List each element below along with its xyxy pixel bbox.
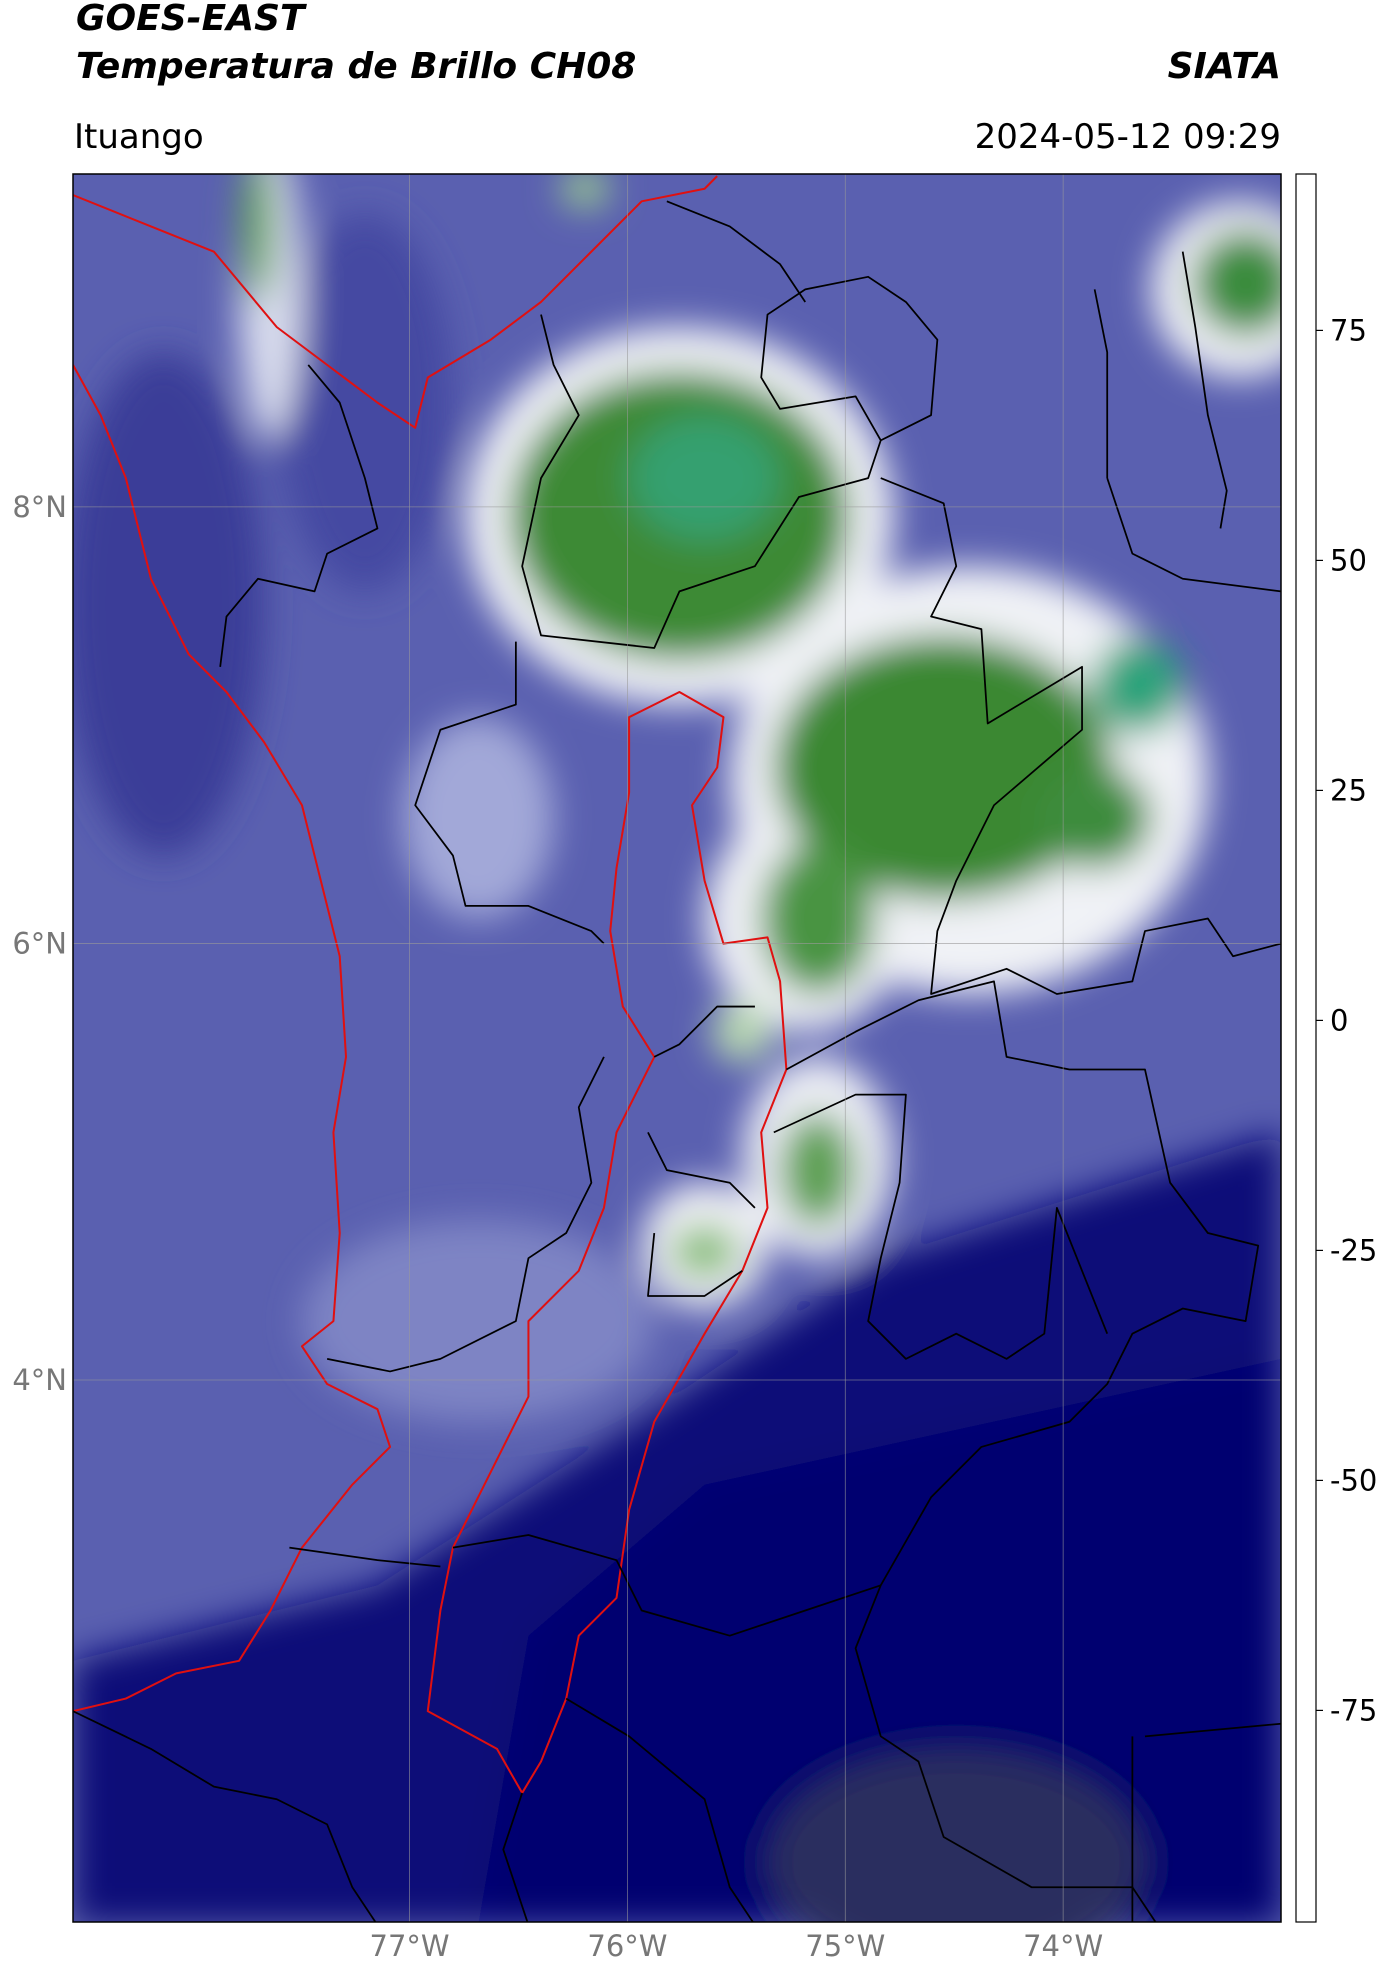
lon-tick-label: 76°W: [587, 1929, 667, 1963]
colorbar: [1295, 173, 1317, 1923]
colorbar-tick-label: 75: [1330, 313, 1367, 347]
source: SIATA: [1168, 46, 1281, 87]
map-axes: 8°N 6°N 4°N 77°W 76°W 75°W 74°W: [12, 490, 1103, 1963]
lat-tick-label: 8°N: [12, 490, 67, 524]
colorbar-tick-label: 25: [1330, 773, 1367, 807]
satellite-image: [73, 174, 1281, 1922]
colorbar-tick-label: -25: [1330, 1233, 1377, 1267]
graticule: [73, 174, 1281, 1922]
colorbar-tick-label: -75: [1330, 1693, 1377, 1727]
lon-tick-label: 75°W: [805, 1929, 885, 1963]
lon-tick-label: 74°W: [1023, 1929, 1103, 1963]
map-frame: [72, 173, 1282, 1923]
datetime: 2024-05-12 09:29: [975, 117, 1281, 157]
colorbar-tick-label: -50: [1330, 1463, 1377, 1497]
subtitle: Temperatura de Brillo CH08: [76, 46, 636, 87]
lat-tick-label: 4°N: [12, 1363, 67, 1397]
lat-tick-label: 6°N: [12, 926, 67, 960]
colorbar-tick-label: 50: [1330, 543, 1367, 577]
colorbar-ticks: 75 50 25 0 -25 -50 -75: [1316, 313, 1377, 1727]
lon-tick-label: 77°W: [370, 1929, 450, 1963]
colorbar-tick-label: 0: [1330, 1003, 1348, 1037]
borders: [73, 175, 1281, 1922]
title: GOES-EAST: [76, 0, 307, 39]
location: Ituango: [74, 117, 204, 157]
